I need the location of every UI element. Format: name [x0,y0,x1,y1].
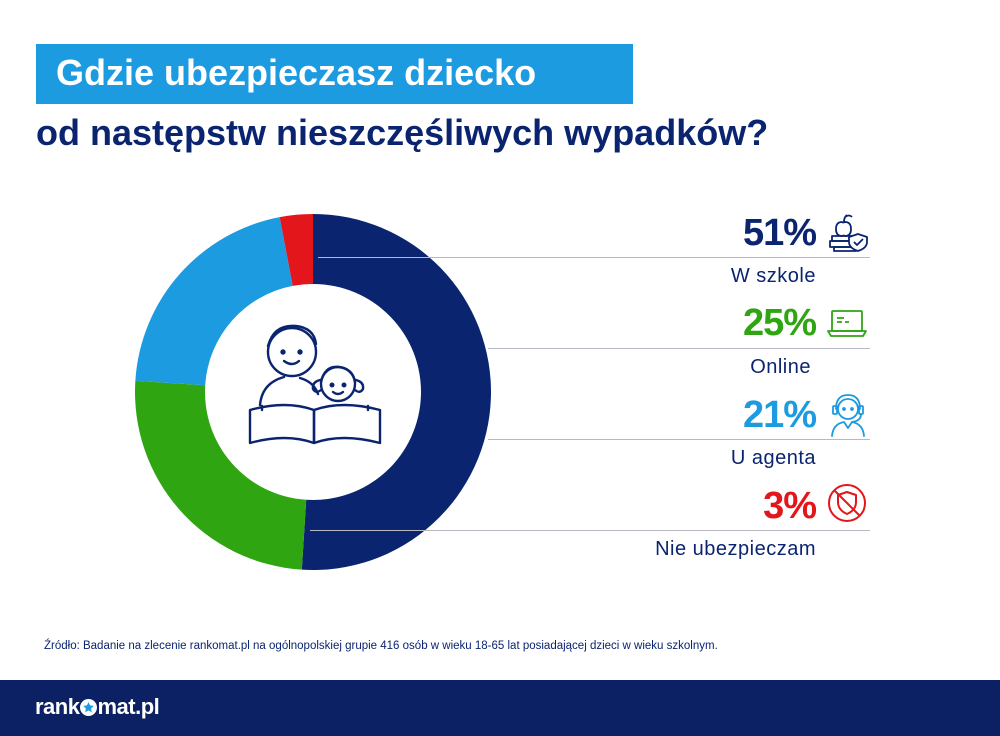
category-label-u-agenta: U agenta [730,447,816,469]
title-highlight-box [36,44,633,104]
value-label-w-szkole: 51% [742,212,817,254]
separator-line [318,257,870,258]
laptop-icon [827,310,867,337]
chart-title-line1: Gdzie ubezpieczasz dziecko [56,52,537,93]
value-label-online: 25% [742,302,817,344]
separator-line [310,530,870,531]
separator-line [488,348,870,349]
value-label-nie-ubezpieczam: 3% [763,485,817,527]
donut-slice-nie-ubezpieczam [279,214,313,286]
logo-text-start: rank [35,694,80,719]
source-note: Źródło: Badanie na zlecenie rankomat.pl … [44,640,718,652]
parent-child-reading-icon [248,324,382,445]
category-label-online: Online [750,356,811,378]
value-label-u-agenta: 21% [742,394,817,436]
separator-line [488,439,870,440]
category-label-w-szkole: W szkole [730,265,816,287]
donut-slice-online [135,380,307,570]
category-label-nie-ubezpieczam: Nie ubezpieczam [655,538,816,560]
logo-text-end: mat.pl [97,694,160,719]
agent-icon [831,394,865,437]
no-shield-icon [828,484,866,522]
star-o-icon [79,699,97,716]
rankomat-logo: rank mat.pl [35,694,160,720]
chart-title-line2: od następstw nieszczęśliwych wypadków? [36,112,769,153]
donut-slices [135,214,492,571]
school-icon [829,214,868,252]
donut-slice-u-agenta [135,217,293,386]
footer-bar [0,680,1000,736]
donut-slice-w-szkole [301,214,492,571]
